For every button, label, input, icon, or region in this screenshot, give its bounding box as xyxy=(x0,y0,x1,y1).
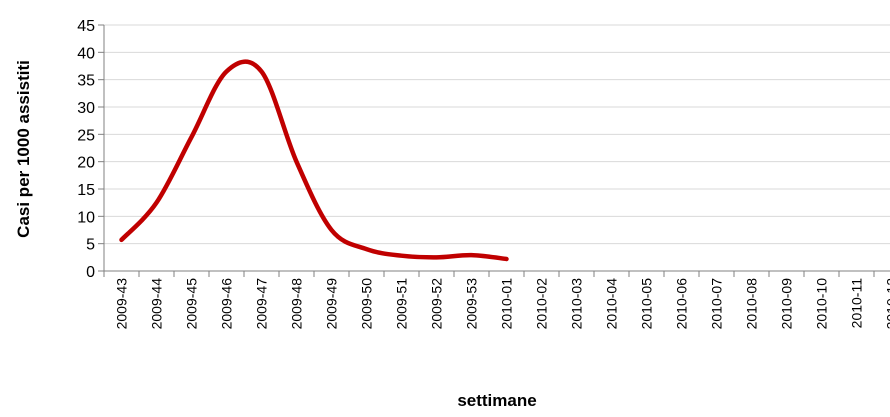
x-tick-label: 2009-45 xyxy=(184,278,200,330)
x-tick-label: 2010-09 xyxy=(779,278,795,330)
y-tick-label: 0 xyxy=(86,264,95,281)
x-axis-title: settimane xyxy=(457,391,536,410)
x-tick-label: 2009-44 xyxy=(149,278,165,330)
series-group xyxy=(119,59,509,262)
x-tick-label: 2010-05 xyxy=(639,278,655,330)
series-line xyxy=(119,59,509,262)
x-tick-label: 2009-52 xyxy=(429,278,445,330)
x-tick-label: 2009-46 xyxy=(219,278,235,330)
y-tick-label: 45 xyxy=(77,18,95,35)
y-tick-label: 10 xyxy=(77,209,95,226)
x-tick-label: 2010-06 xyxy=(674,278,690,330)
x-tick-label: 2010-12 xyxy=(884,278,890,330)
gridlines xyxy=(104,24,890,245)
y-tick-label: 30 xyxy=(77,100,95,117)
y-tick-label: 5 xyxy=(86,237,95,254)
y-tick-labels: 0 5 10 15 20 25 30 35 40 45 xyxy=(77,18,95,281)
x-tick-label: 2010-03 xyxy=(569,278,585,330)
x-tick-label: 2010-01 xyxy=(499,278,515,330)
x-tick-label: 2009-43 xyxy=(114,278,130,330)
x-tick-label: 2010-11 xyxy=(849,278,865,329)
x-tick-label: 2010-02 xyxy=(534,278,550,330)
axes xyxy=(98,24,890,277)
x-tick-label: 2010-08 xyxy=(744,278,760,330)
x-tick-label: 2009-51 xyxy=(394,278,410,330)
x-tick-label: 2009-50 xyxy=(359,278,375,330)
x-tick-label: 2009-53 xyxy=(464,278,480,330)
x-tick-label: 2010-10 xyxy=(814,278,830,330)
y-tick-label: 40 xyxy=(77,45,95,62)
x-tick-label: 2009-48 xyxy=(289,278,305,330)
x-tick-label: 2010-04 xyxy=(604,278,620,330)
x-tick-labels: 2009-43 2009-44 2009-45 2009-46 2009-47 2009-… xyxy=(114,278,890,330)
y-tick-label: 35 xyxy=(77,73,95,90)
y-tick-label: 20 xyxy=(77,155,95,172)
y-tick-label: 25 xyxy=(77,127,95,144)
y-axis-title: Casi per 1000 assistiti xyxy=(14,60,33,238)
x-tick-label: 2009-49 xyxy=(324,278,340,330)
x-tick-label: 2009-47 xyxy=(254,278,270,330)
x-tick-label: 2010-07 xyxy=(709,278,725,330)
y-tick-label: 15 xyxy=(77,182,95,199)
